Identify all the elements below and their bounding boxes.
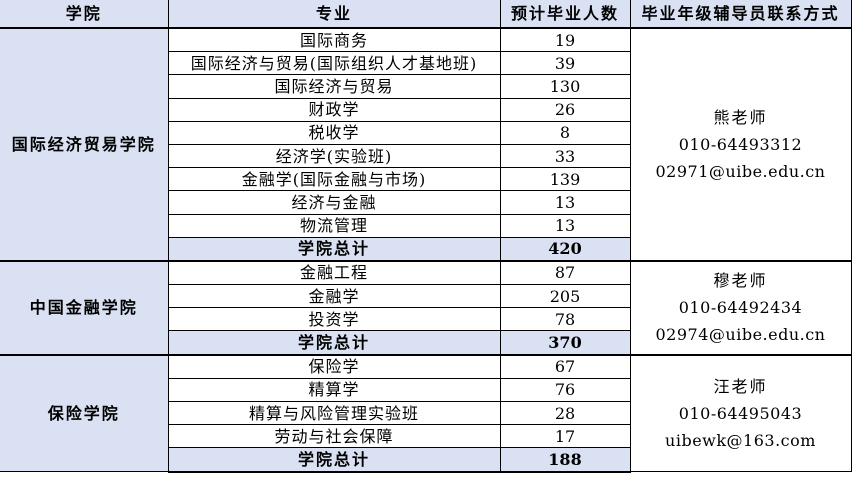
count-cell: 130 (499, 74, 631, 99)
table-row: 物流管理 13 (0, 213, 851, 238)
table-row: 中国金融学院 金融工程 87 穆老师 010-64492434 02974@uibe.ed… (0, 259, 852, 356)
table-row: 金融学(国际金融与市场) 139 (0, 167, 851, 192)
table-row: 国际经济贸易学院 国际商务 19 熊老师 010-64493312 02971@uibe.… (0, 27, 852, 262)
total-row: 学院总计 188 (0, 447, 851, 473)
table-row: 财政学 26 (0, 97, 851, 122)
major-cell: 税收学 (167, 120, 501, 145)
contact-email: 02974@uibe.edu.cn (655, 325, 826, 345)
major-cell: 精算与风险管理实验班 (167, 400, 501, 426)
total-count-cell: 370 (499, 330, 631, 356)
graduates-table: 学院 专业 预计毕业人数 毕业年级辅导员联系方式 国际经济贸易学院 国际商务 19 熊… (0, 0, 852, 473)
count-cell: 26 (499, 97, 631, 122)
contact-cell: 汪老师 010-64495043 uibewk@163.com (629, 353, 852, 473)
count-cell: 67 (499, 353, 631, 379)
table-row: 精算与风险管理实验班 28 (0, 400, 851, 426)
contact-email: 02971@uibe.edu.cn (655, 161, 826, 181)
table-row: 国际经济与贸易(国际组织人才基地班) 39 (0, 51, 851, 76)
major-cell: 保险学 (167, 353, 501, 379)
count-cell: 33 (499, 143, 631, 169)
total-label-cell: 学院总计 (167, 330, 501, 356)
contact-cell: 熊老师 010-64493312 02971@uibe.edu.cn (629, 27, 852, 262)
contact-teacher: 熊老师 (713, 107, 768, 127)
table-body: 国际经济贸易学院 国际商务 19 熊老师 010-64493312 02971@uibe.… (0, 27, 852, 473)
total-count-cell: 420 (499, 236, 631, 262)
major-cell: 财政学 (167, 97, 501, 122)
total-label-cell: 学院总计 (167, 236, 501, 262)
college-cell: 国际经济贸易学院 (0, 27, 169, 262)
count-cell: 87 (499, 259, 631, 286)
table-row: 国际经济与贸易 130 (0, 74, 851, 99)
major-cell: 国际经济与贸易 (167, 74, 501, 99)
total-row: 学院总计 370 (0, 330, 851, 356)
college-cell: 中国金融学院 (0, 259, 169, 356)
count-cell: 19 (499, 27, 631, 53)
table-header: 学院 专业 预计毕业人数 毕业年级辅导员联系方式 (0, 0, 852, 29)
table-row: 劳动与社会保障 17 (0, 424, 851, 449)
header-major: 专业 (167, 0, 501, 29)
table-row: 经济与金融 13 (0, 190, 851, 215)
major-cell: 金融工程 (167, 259, 501, 286)
table-row: 精算学 76 (0, 377, 851, 403)
contact-phone: 010-64495043 (678, 403, 803, 423)
header-row: 学院 专业 预计毕业人数 毕业年级辅导员联系方式 (0, 0, 852, 29)
contact-phone: 010-64492434 (678, 298, 803, 318)
major-cell: 经济学(实验班) (167, 143, 501, 169)
contact-teacher: 穆老师 (713, 271, 768, 291)
count-cell: 39 (499, 51, 631, 76)
major-cell: 国际经济与贸易(国际组织人才基地班) (167, 51, 501, 76)
count-cell: 76 (499, 377, 631, 403)
contact-cell: 穆老师 010-64492434 02974@uibe.edu.cn (629, 259, 852, 356)
major-cell: 经济与金融 (167, 190, 501, 215)
count-cell: 28 (499, 400, 631, 426)
major-cell: 物流管理 (167, 213, 501, 238)
table-row: 投资学 78 (0, 307, 851, 332)
contact-email: uibewk@163.com (665, 430, 816, 450)
total-label-cell: 学院总计 (167, 447, 501, 473)
major-cell: 国际商务 (167, 27, 501, 53)
total-row: 学院总计 420 (0, 236, 851, 262)
contact-teacher: 汪老师 (713, 376, 768, 396)
table-row: 保险学院 保险学 67 汪老师 010-64495043 uibewk@163.com (0, 353, 852, 473)
major-cell: 劳动与社会保障 (167, 424, 501, 449)
major-cell: 金融学(国际金融与市场) (167, 167, 501, 192)
count-cell: 78 (499, 307, 631, 332)
count-cell: 13 (499, 213, 631, 238)
header-contact: 毕业年级辅导员联系方式 (629, 0, 852, 29)
count-cell: 17 (499, 424, 631, 449)
count-cell: 13 (499, 190, 631, 215)
college-cell: 保险学院 (0, 353, 169, 473)
count-cell: 139 (499, 167, 631, 192)
header-college: 学院 (0, 0, 169, 29)
header-count: 预计毕业人数 (499, 0, 631, 29)
total-count-cell: 188 (499, 447, 631, 473)
count-cell: 205 (499, 284, 631, 309)
major-cell: 投资学 (167, 307, 501, 332)
major-cell: 精算学 (167, 377, 501, 403)
count-cell: 8 (499, 120, 631, 145)
table-row: 税收学 8 (0, 120, 851, 145)
contact-phone: 010-64493312 (678, 134, 803, 154)
major-cell: 金融学 (167, 284, 501, 309)
